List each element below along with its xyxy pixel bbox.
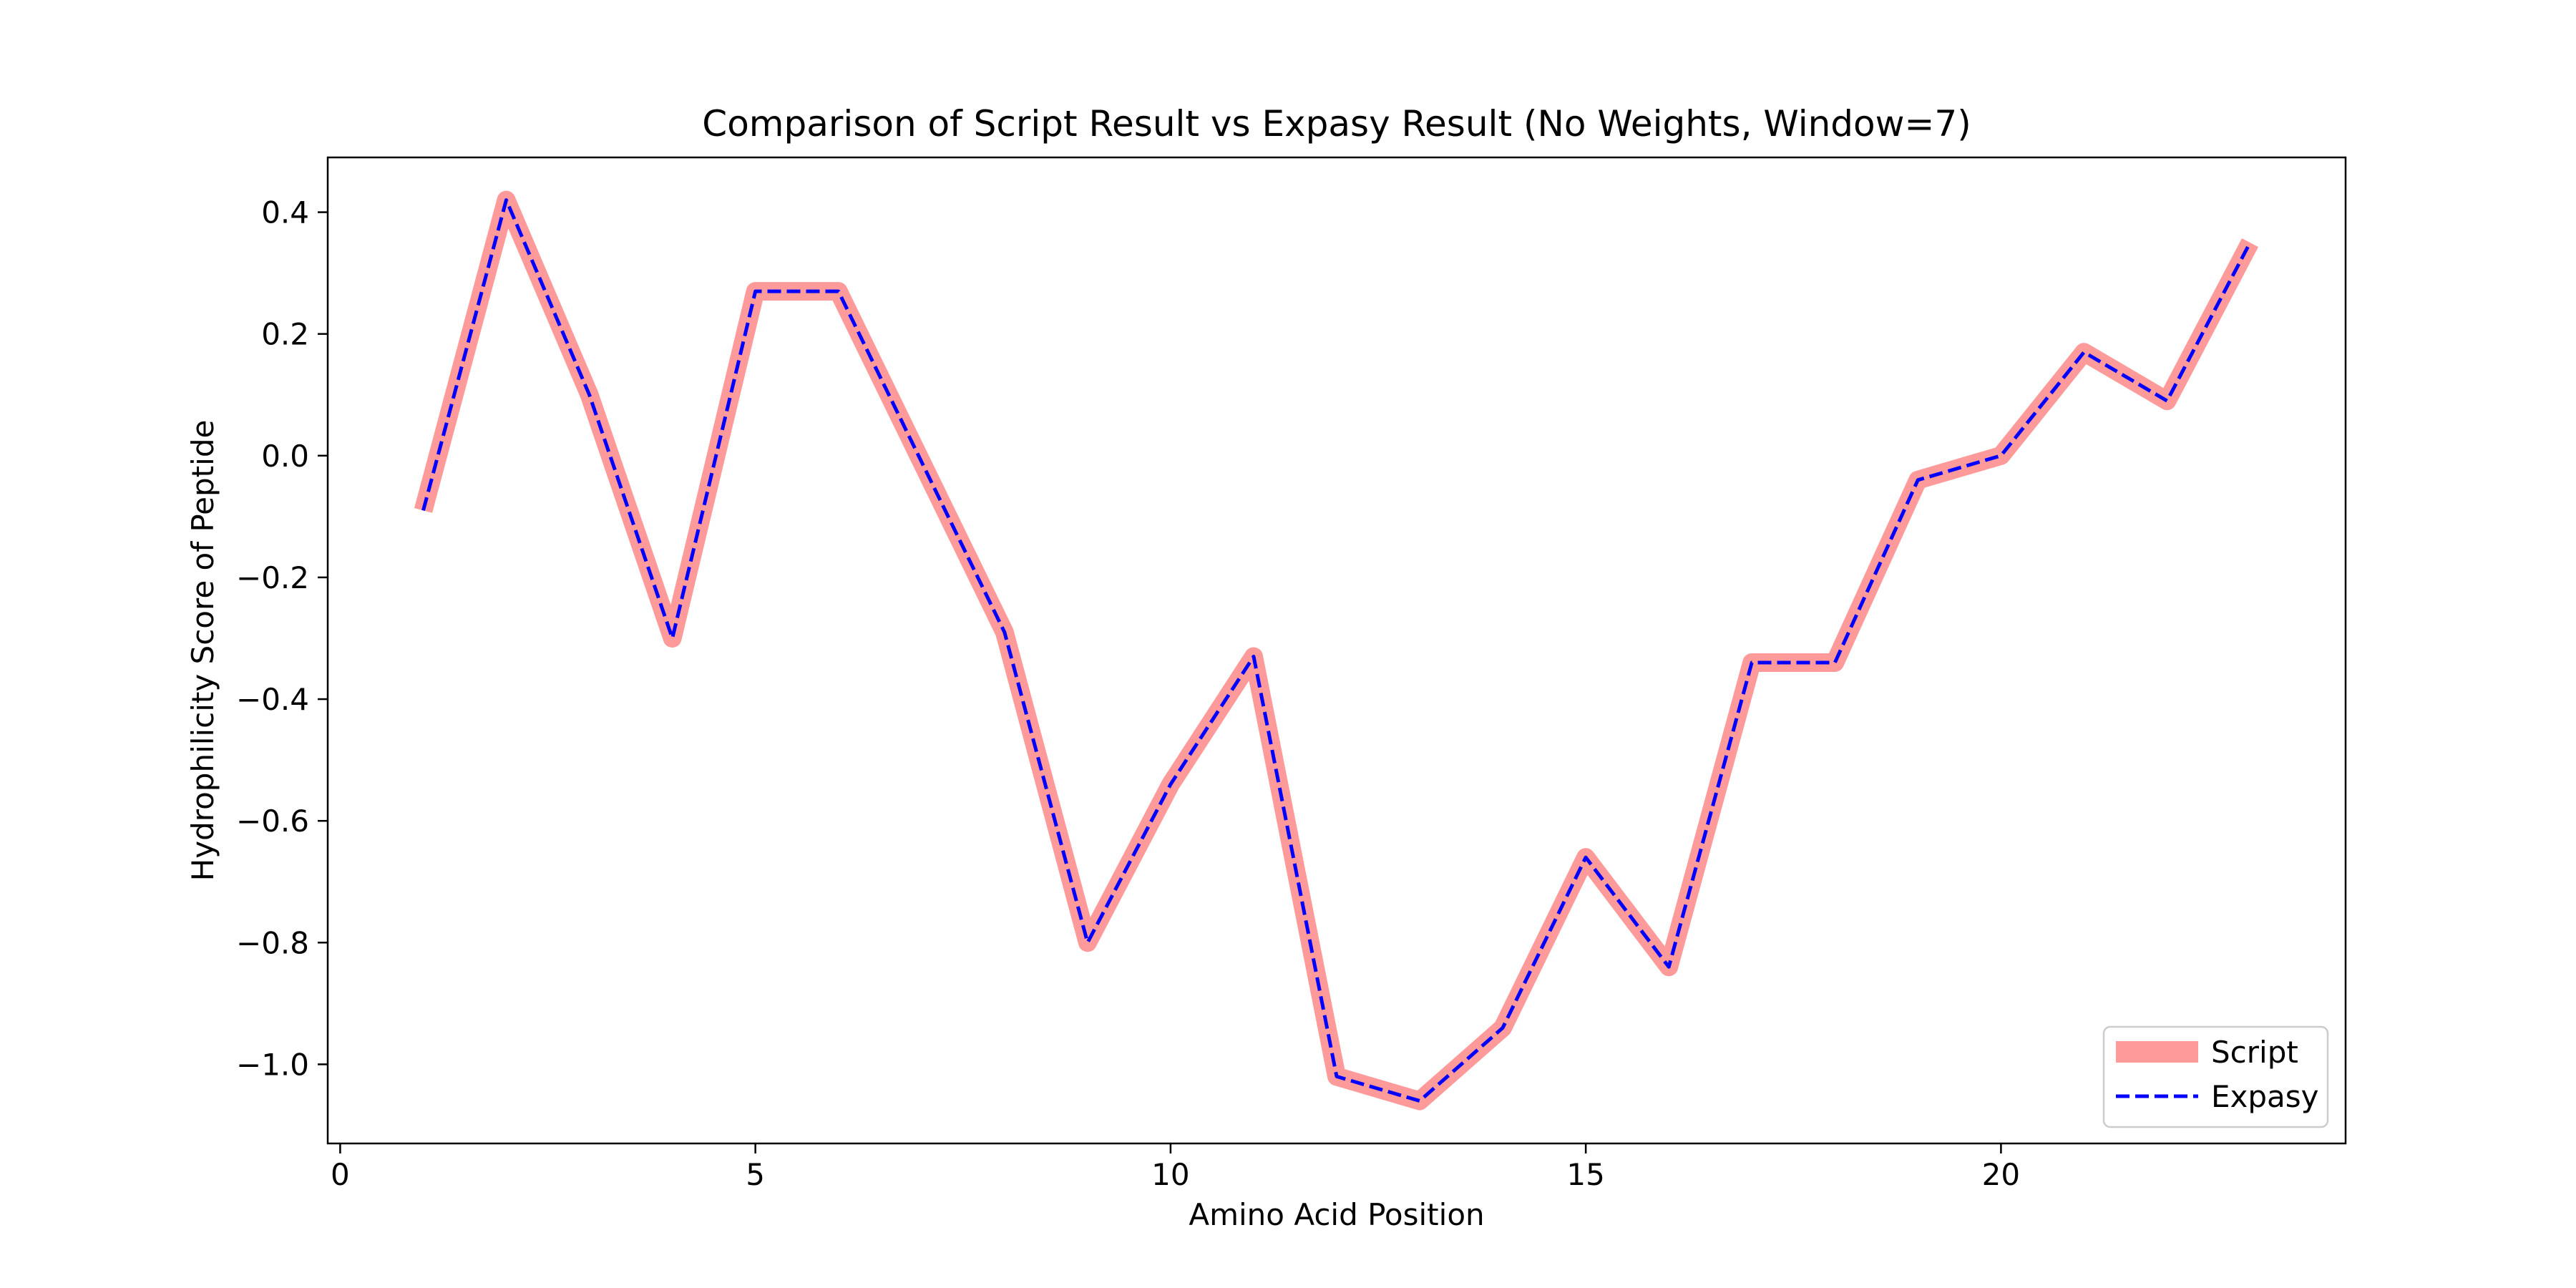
y-tick-label: −0.8 [236, 925, 309, 960]
y-axis-label: Hydrophilicity Score of Peptide [185, 420, 220, 882]
plot-frame [326, 156, 2347, 1145]
series-layer [414, 190, 2259, 1111]
y-tick-label: 0.2 [261, 317, 309, 352]
legend-script-label: Script [2211, 1035, 2298, 1070]
chart-title: Comparison of Script Result vs Expasy Re… [702, 103, 1971, 145]
x-tick-label: 10 [1151, 1157, 1189, 1192]
legend: Script Expasy [2102, 1025, 2329, 1128]
x-tick-label: 5 [746, 1157, 765, 1192]
y-tick-label: −0.6 [236, 804, 309, 839]
x-tick-label: 20 [1982, 1157, 2020, 1192]
x-tick-label: 15 [1566, 1157, 1604, 1192]
y-axis-ticks: 0.4 0.2 0.0 −0.2 −0.4 −0.6 −0.8 −1.0 [236, 195, 328, 1082]
y-tick-label: −0.2 [236, 560, 309, 595]
y-tick-label: −1.0 [236, 1047, 309, 1082]
x-axis-ticks: 0 5 10 15 20 [331, 1143, 2020, 1192]
legend-expasy-label: Expasy [2211, 1079, 2319, 1114]
series-line-expasy [421, 198, 2252, 1103]
x-axis-label: Amino Acid Position [1189, 1197, 1484, 1232]
y-tick-label: 0.0 [261, 439, 309, 474]
y-tick-label: 0.4 [261, 195, 309, 230]
y-tick-label: −0.4 [236, 682, 309, 717]
x-tick-label: 0 [331, 1157, 350, 1192]
